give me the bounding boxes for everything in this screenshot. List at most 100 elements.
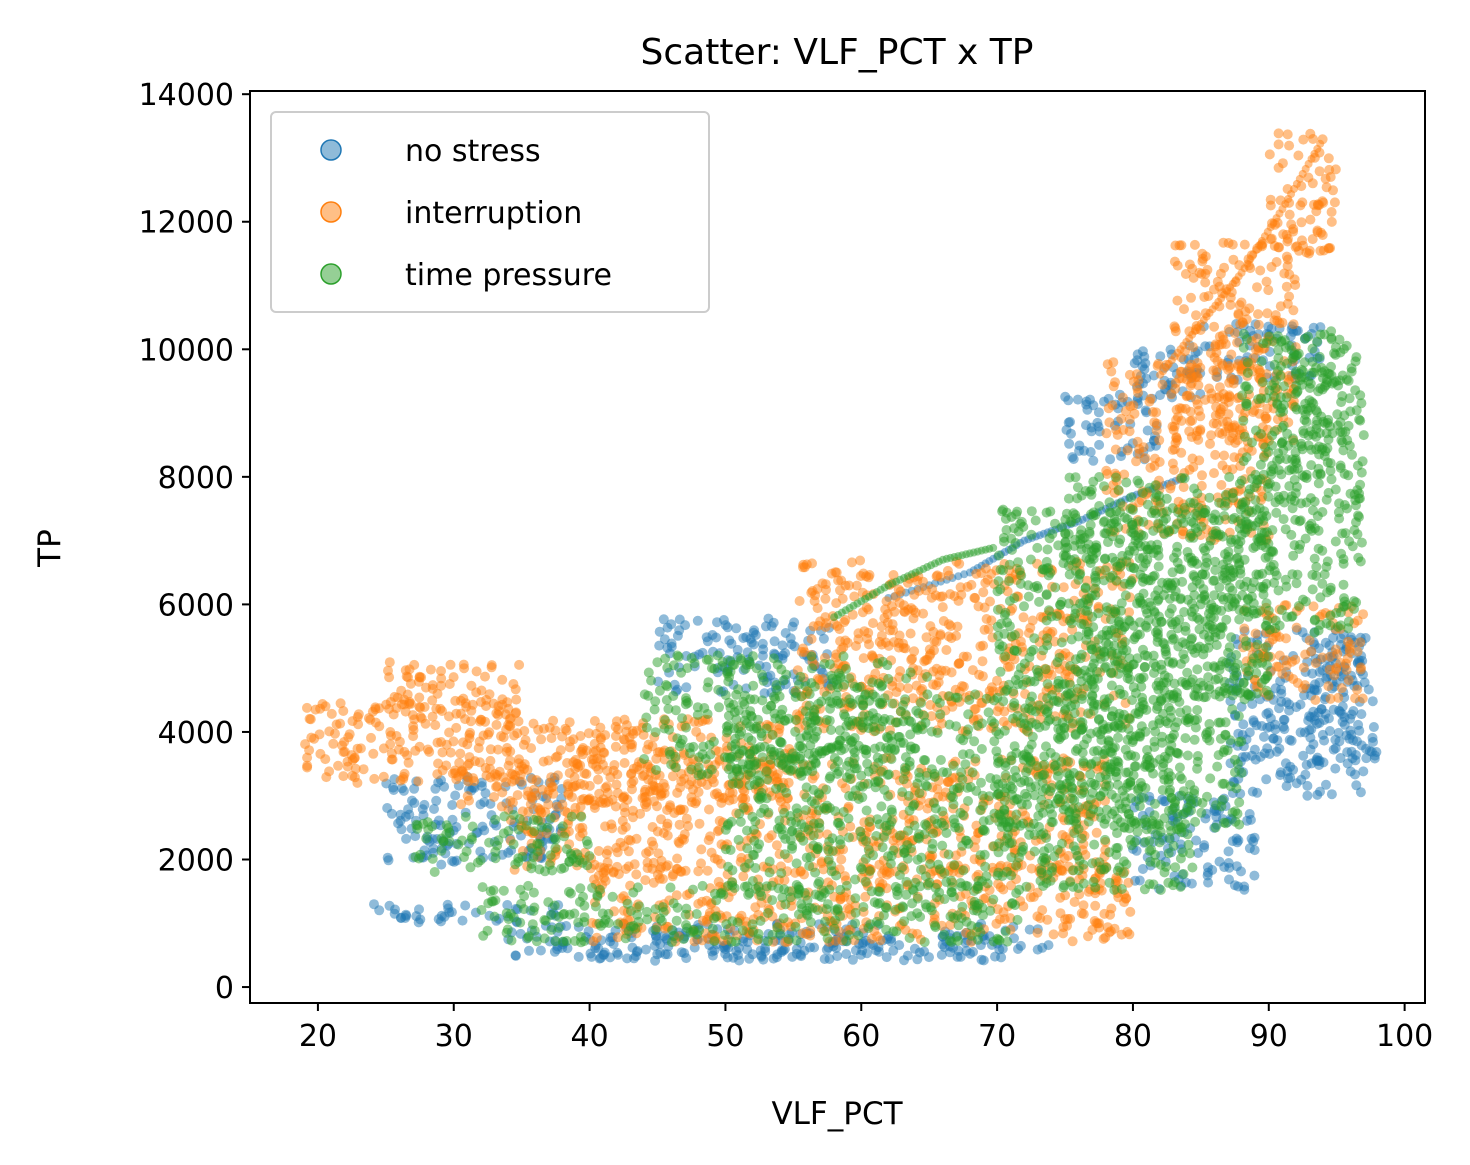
- data-point: [601, 849, 612, 859]
- data-point: [617, 824, 628, 835]
- data-point: [659, 723, 670, 734]
- data-point: [1308, 322, 1319, 333]
- data-point: [498, 732, 509, 743]
- data-point: [506, 935, 517, 946]
- data-point: [1188, 272, 1199, 283]
- data-point: [885, 858, 896, 869]
- data-point: [1155, 885, 1166, 895]
- data-point: [881, 952, 892, 963]
- data-point: [820, 593, 831, 604]
- data-point: [1229, 328, 1240, 339]
- data-point: [1336, 683, 1347, 694]
- data-point: [901, 889, 912, 900]
- data-point: [1109, 884, 1120, 895]
- data-point: [422, 744, 433, 755]
- data-point: [692, 615, 703, 626]
- data-point: [706, 847, 717, 858]
- data-point: [414, 692, 425, 703]
- data-point: [912, 908, 923, 919]
- data-point: [579, 900, 590, 911]
- data-point: [598, 867, 609, 878]
- data-point: [664, 746, 675, 757]
- data-point: [485, 744, 496, 755]
- data-point: [809, 596, 820, 607]
- data-point: [1107, 400, 1118, 411]
- data-point: [817, 674, 828, 685]
- data-point: [540, 866, 550, 877]
- data-point: [531, 790, 542, 801]
- data-point: [347, 716, 358, 727]
- data-point: [368, 748, 379, 759]
- data-point: [922, 803, 933, 814]
- data-point: [1186, 878, 1197, 889]
- data-point: [742, 843, 753, 854]
- data-point: [444, 727, 455, 738]
- data-point: [1178, 482, 1189, 493]
- data-point: [1119, 897, 1130, 908]
- data-point: [1281, 697, 1292, 708]
- data-point: [922, 689, 933, 700]
- data-point: [846, 557, 857, 568]
- data-point: [748, 680, 759, 691]
- data-point: [1309, 685, 1320, 696]
- data-point: [1172, 412, 1183, 422]
- data-point: [1166, 480, 1176, 491]
- data-point: [384, 657, 395, 668]
- data-point: [858, 653, 869, 664]
- data-point: [1026, 863, 1037, 874]
- data-point: [1276, 688, 1287, 699]
- data-point: [918, 608, 929, 619]
- data-point: [1226, 373, 1237, 384]
- data-point: [1197, 470, 1207, 481]
- data-point: [539, 933, 550, 944]
- data-point: [611, 779, 622, 790]
- data-point: [1261, 774, 1272, 785]
- data-point: [1229, 422, 1240, 433]
- data-point: [408, 731, 419, 742]
- data-point: [1125, 401, 1136, 412]
- data-point: [460, 900, 471, 911]
- data-point: [647, 741, 658, 752]
- data-point: [517, 806, 528, 817]
- data-point: [688, 926, 699, 937]
- data-point: [1144, 396, 1155, 407]
- data-point: [815, 616, 826, 627]
- data-point: [778, 913, 789, 924]
- data-point: [975, 927, 986, 938]
- data-point: [926, 905, 937, 916]
- data-point: [641, 722, 652, 733]
- data-point: [464, 758, 475, 769]
- data-point: [767, 730, 778, 740]
- data-point: [777, 640, 788, 651]
- data-point: [552, 770, 563, 781]
- data-point: [448, 736, 459, 747]
- data-point: [905, 667, 916, 678]
- data-point: [1223, 409, 1234, 420]
- data-point: [1259, 731, 1269, 742]
- data-point: [845, 821, 856, 832]
- data-point: [878, 910, 889, 921]
- data-point: [305, 714, 316, 725]
- data-point: [835, 698, 846, 709]
- data-point: [1266, 323, 1277, 334]
- data-point: [753, 934, 764, 945]
- data-point: [999, 795, 1010, 806]
- data-point: [907, 898, 918, 909]
- data-point: [1284, 140, 1295, 151]
- data-point: [1223, 238, 1234, 248]
- data-point: [798, 562, 808, 573]
- data-point: [747, 919, 758, 930]
- data-point: [1165, 344, 1176, 355]
- data-point: [1271, 257, 1282, 267]
- data-point: [505, 746, 516, 757]
- data-point: [433, 758, 444, 769]
- data-point: [641, 797, 652, 808]
- data-point: [713, 684, 724, 695]
- data-point: [1214, 427, 1225, 438]
- data-point: [1157, 379, 1168, 390]
- data-point: [925, 621, 936, 632]
- data-point: [716, 887, 727, 898]
- data-point: [648, 780, 659, 791]
- data-point: [579, 780, 590, 791]
- data-point: [840, 615, 851, 625]
